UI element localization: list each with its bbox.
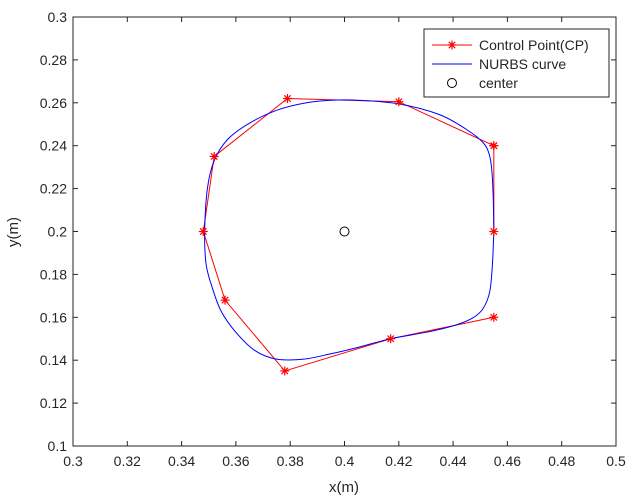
- x-tick-label: 0.46: [494, 453, 521, 469]
- y-tick-label: 0.22: [40, 181, 67, 197]
- series-nurbs-curve: [204, 99, 495, 361]
- center-marker: [339, 226, 350, 237]
- y-tick-label: 0.1: [48, 438, 68, 454]
- y-tick-label: 0.18: [40, 266, 67, 282]
- x-tick-label: 0.44: [439, 453, 466, 469]
- control-point-marker: [489, 141, 499, 151]
- x-tick-label: 0.48: [548, 453, 575, 469]
- x-tick-label: 0.32: [114, 453, 141, 469]
- series-control-point-line: [202, 98, 495, 372]
- y-tick-label: 0.12: [40, 395, 67, 411]
- x-tick-label: 0.5: [606, 453, 626, 469]
- y-axis-title: y(m): [5, 217, 22, 247]
- y-tick-label: 0.2: [48, 224, 68, 240]
- legend-label-center: center: [479, 75, 518, 91]
- legend: Control Point(CP) NURBS curve center: [423, 28, 610, 98]
- x-tick-label: 0.34: [168, 453, 195, 469]
- plot-area: [198, 94, 499, 376]
- legend-label-control-point: Control Point(CP): [479, 37, 589, 53]
- legend-label-nurbs: NURBS curve: [479, 56, 566, 72]
- axes: 0.3 0.32 0.34 0.36 0.38 0.4 0.42 0.44 0.46 0.48 0.…: [40, 9, 626, 469]
- y-tick-label: 0.16: [40, 309, 67, 325]
- legend-marker-center: [447, 78, 457, 88]
- legend-marker-control-point: [447, 40, 457, 50]
- x-tick-label: 0.38: [277, 453, 304, 469]
- control-point-marker: [220, 295, 230, 305]
- control-point-marker: [394, 97, 404, 107]
- y-tick-label: 0.3: [48, 9, 68, 25]
- x-tick-label: 0.3: [63, 453, 83, 469]
- y-tick-label: 0.28: [40, 52, 67, 68]
- x-tick-label: 0.42: [385, 453, 412, 469]
- control-point-marker: [386, 334, 396, 344]
- control-point-marker: [489, 312, 499, 322]
- control-point-marker: [282, 94, 292, 104]
- y-tick-label: 0.26: [40, 95, 67, 111]
- x-axis-title: x(m): [329, 479, 359, 496]
- x-tick-label: 0.4: [335, 453, 355, 469]
- control-point-marker: [489, 227, 499, 236]
- y-tick-label: 0.24: [40, 138, 67, 154]
- x-tick-label: 0.36: [222, 453, 249, 469]
- y-tick-label: 0.14: [40, 352, 67, 368]
- control-point-marker: [198, 227, 208, 236]
- legend-box: [423, 28, 610, 98]
- control-point-marker: [209, 151, 219, 161]
- control-point-marker: [280, 366, 290, 376]
